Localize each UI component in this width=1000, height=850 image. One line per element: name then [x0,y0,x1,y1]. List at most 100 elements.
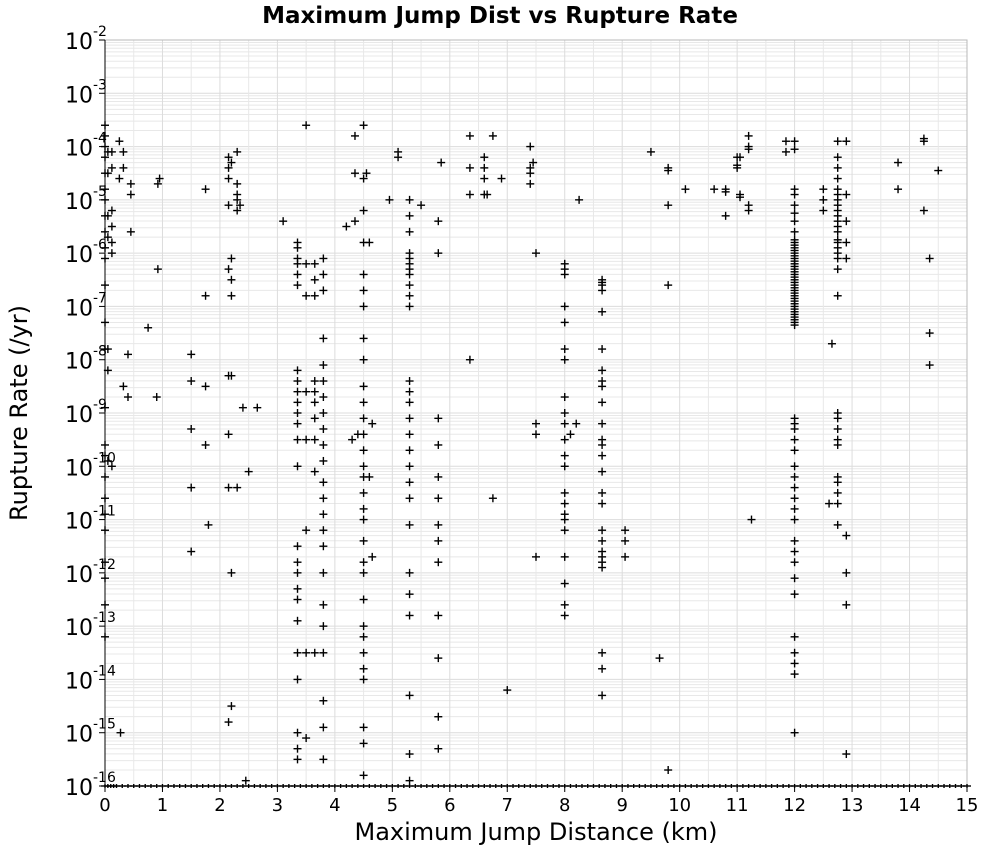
data-point [227,158,236,167]
data-point [790,728,799,737]
data-point [310,259,319,268]
data-point [144,323,153,332]
data-point [187,377,196,386]
y-tick-label: 10-5 [65,184,107,215]
data-point [293,675,302,684]
data-point [833,137,842,146]
data-point [293,648,302,657]
data-point [434,494,443,503]
data-point [434,536,443,545]
data-point [107,249,116,258]
data-point [293,595,302,604]
data-point [359,675,368,684]
data-point [790,494,799,503]
data-point [319,600,328,609]
data-point [123,393,132,402]
data-point [310,398,319,407]
data-point [359,771,368,780]
y-tick-label: 10-7 [65,290,107,321]
data-point [842,238,851,247]
data-point [405,398,414,407]
data-point [560,435,569,444]
data-point [827,339,836,348]
data-point [560,600,569,609]
data-point [350,131,359,140]
data-point [233,483,242,492]
data-point [293,435,302,444]
data-point [359,622,368,631]
data-point [405,776,414,785]
data-point [560,270,569,279]
data-point [434,217,443,226]
x-tick-label: 12 [783,795,806,816]
data-point [155,174,164,183]
data-point [598,451,607,460]
data-point [236,201,245,210]
data-point [293,728,302,737]
data-point [224,201,233,210]
data-point [598,499,607,508]
data-point [293,542,302,551]
data-point [598,467,607,476]
y-tick-label: 10-15 [65,717,116,748]
x-tick-label: 4 [329,795,340,816]
data-point [405,302,414,311]
data-point [302,291,311,300]
data-point [405,750,414,759]
data-point [293,409,302,417]
data-point [227,254,236,263]
data-point [598,366,607,375]
data-point [721,187,730,196]
data-point [319,409,328,417]
data-point [790,648,799,657]
data-point [293,281,302,290]
data-point [187,350,196,359]
data-point [319,334,328,343]
data-point [598,382,607,391]
data-point [560,611,569,620]
data-point [598,664,607,673]
data-point [359,462,368,471]
data-point [224,174,233,183]
data-point [621,526,630,535]
data-point [833,478,842,487]
data-point [790,321,799,330]
data-point [293,243,302,252]
x-tick-label: 1 [157,795,168,816]
data-point [560,488,569,497]
data-point [319,755,328,764]
data-point [721,211,730,220]
data-point [405,478,414,487]
data-point [241,776,250,785]
data-point [434,558,443,567]
data-point [790,558,799,567]
data-point [526,142,535,151]
x-tick-label: 9 [616,795,627,816]
data-point [153,179,162,188]
y-tick-label: 10-16 [65,770,116,801]
data-point [359,302,368,311]
data-point [560,318,569,327]
data-point [204,520,213,529]
data-point [310,414,319,423]
data-point [359,558,368,567]
data-point [560,345,569,354]
data-point [126,227,135,236]
data-point [227,371,236,380]
data-point [359,414,368,423]
data-point [302,121,311,130]
data-point [664,201,673,210]
data-point [359,174,368,183]
data-point [790,446,799,455]
data-point [790,227,799,236]
data-point [119,147,128,156]
data-point [919,137,928,146]
data-point [359,504,368,513]
data-point [319,526,328,535]
data-point [790,590,799,599]
data-point [919,206,928,215]
data-point [238,403,247,412]
data-point [187,424,196,433]
y-tick-label: 10-14 [65,663,116,694]
data-point [359,382,368,391]
